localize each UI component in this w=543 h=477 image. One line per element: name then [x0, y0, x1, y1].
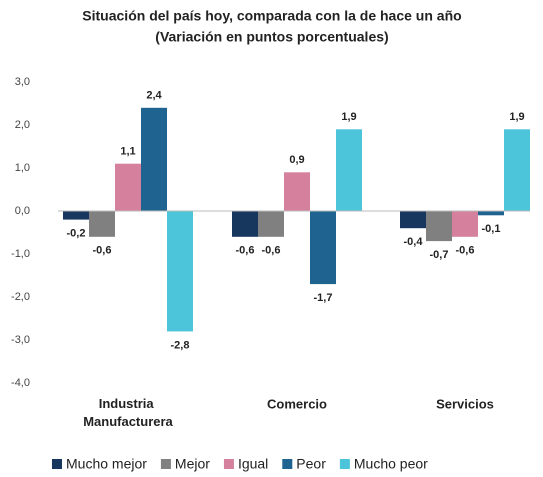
legend-label: Peor [296, 456, 326, 472]
data-label: -2,8 [171, 339, 190, 351]
data-label: -0,1 [482, 223, 501, 235]
legend-label: Mucho mejor [66, 456, 147, 472]
bar [504, 129, 530, 211]
legend-label: Mucho peor [354, 456, 428, 472]
chart-subtitle: (Variación en puntos porcentuales) [155, 29, 388, 45]
y-tick-label: -4,0 [11, 377, 30, 389]
bar [115, 163, 141, 211]
data-label: 1,1 [120, 146, 135, 158]
legend-swatch [223, 459, 234, 469]
y-tick-label: 0,0 [15, 205, 30, 217]
bar [426, 211, 452, 242]
chart-title: Situación del país hoy, comparada con la… [82, 8, 461, 24]
x-tick-label: Comercio [267, 396, 327, 411]
data-label: -0,2 [67, 228, 86, 240]
data-label: -0,6 [456, 245, 475, 257]
data-label: -0,7 [430, 249, 449, 261]
bar [232, 211, 258, 237]
legend-swatch [339, 459, 350, 469]
x-tick-label: Industria Manufacturera [83, 396, 173, 429]
bar [89, 211, 115, 237]
y-tick-label: 1,0 [15, 162, 30, 174]
data-label: 1,9 [341, 111, 356, 123]
data-label: 2,4 [146, 90, 162, 102]
bar [141, 107, 167, 211]
data-label: -0,4 [404, 236, 424, 248]
bar [63, 211, 89, 220]
bar [400, 211, 426, 229]
data-label: -0,6 [262, 245, 281, 257]
bar [310, 211, 336, 285]
y-tick-label: 2,0 [15, 119, 30, 131]
bar [167, 211, 193, 332]
bar [284, 172, 310, 211]
data-label: 1,9 [509, 111, 524, 123]
data-label: -1,7 [314, 292, 333, 304]
legend-swatch [160, 459, 171, 469]
legend-swatch [282, 459, 293, 469]
data-label: 0,9 [289, 154, 304, 166]
data-label: -0,6 [236, 245, 255, 257]
legend-label: Igual [238, 456, 268, 472]
data-label: -0,6 [93, 245, 112, 257]
bar [336, 129, 362, 211]
bar [452, 211, 478, 237]
y-tick-label: -2,0 [11, 291, 30, 303]
y-tick-label: 3,0 [15, 76, 30, 88]
x-tick-label: Servicios [436, 396, 494, 411]
y-tick-label: -1,0 [11, 248, 30, 260]
legend-label: Mejor [175, 456, 210, 472]
y-tick-label: -3,0 [11, 334, 30, 346]
bar [478, 211, 504, 216]
bar [258, 211, 284, 237]
legend-swatch [52, 459, 62, 469]
